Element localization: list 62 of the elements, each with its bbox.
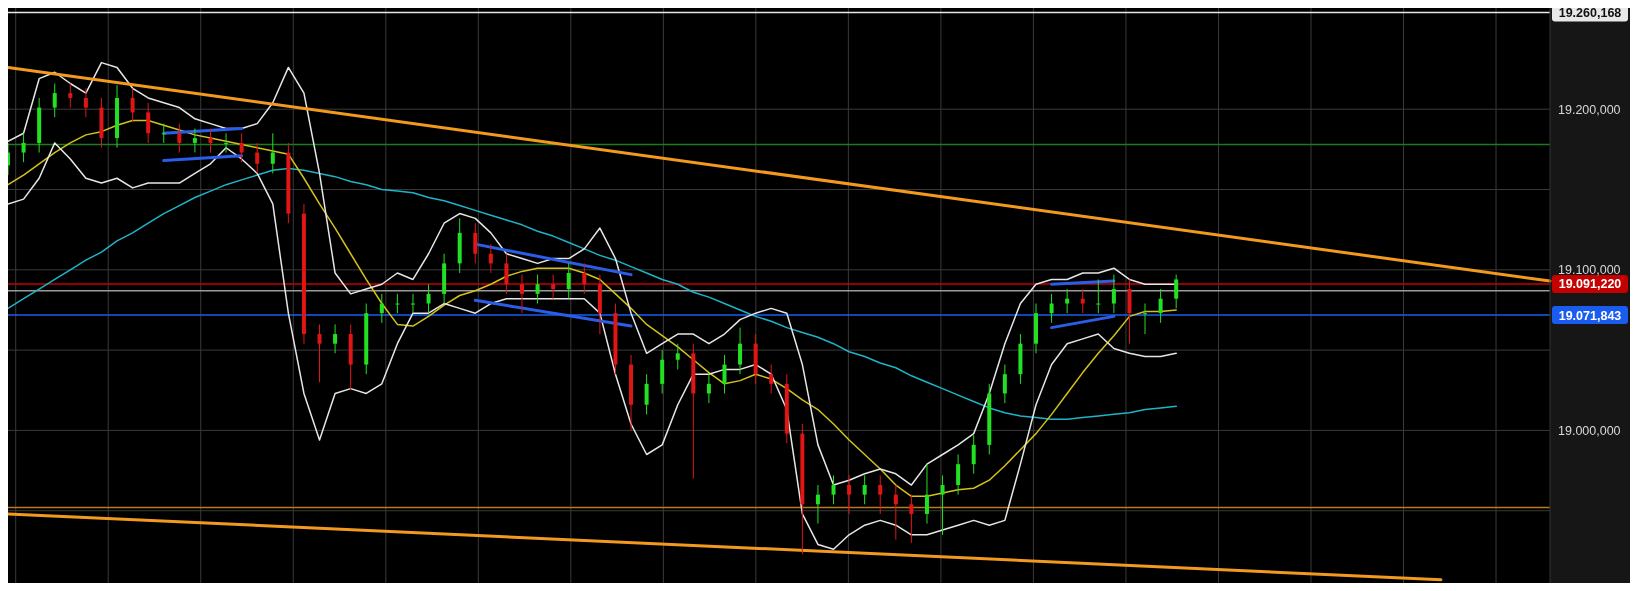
candlestick [395,293,400,314]
candlestick [68,82,73,109]
candlestick [255,142,260,174]
line-series [8,142,1177,551]
candlestick [566,262,571,300]
candlestick [1065,288,1070,314]
candlestick [473,222,478,264]
candlestick [909,494,914,544]
candlestick [1158,288,1163,324]
candlestick [130,87,135,123]
candlestick [831,474,836,505]
candlestick [379,293,384,324]
candlestick [520,274,524,314]
candlestick [83,87,88,118]
candlestick [317,323,322,383]
candlestick [769,364,774,394]
candlestick [504,253,509,295]
y-tick-label: 19.000,000 [1558,423,1621,438]
candlestick [333,323,338,354]
candlestick [551,274,556,300]
candlestick [21,132,26,163]
y-tick-label: 19.200,000 [1558,102,1621,117]
line-series [8,167,1177,420]
candlestick [1143,303,1148,335]
candlestick [270,132,275,174]
candlestick [1096,278,1101,314]
candlestick [878,474,883,515]
candlestick [675,343,680,370]
ref-line-label: 19.071,843 [1558,308,1622,323]
candlestick [52,82,57,118]
candlestick [239,132,244,163]
candlestick [582,262,587,295]
candlestick [488,243,493,274]
candlestick [815,484,820,525]
ref-line-label: 19.091,220 [1558,277,1622,292]
candlestick [644,373,649,415]
candlestick [1049,293,1054,324]
candlestick [738,327,743,375]
candlestick [426,283,431,314]
y-tick-label: 19.100,000 [1558,263,1621,278]
candlestick [208,127,213,154]
candlestick [940,474,945,536]
candlestick [224,132,229,154]
candlestick [706,373,711,404]
candlestick [971,434,976,475]
candlestick [161,123,166,144]
candlestick [847,474,852,515]
candlestick [862,474,867,505]
candlestick [893,484,898,541]
candlestick [177,123,182,154]
candlestick [535,274,540,305]
candlestick [192,127,197,154]
candlestick [924,463,929,525]
candlestick [1080,288,1085,314]
ref-line-label: 19.260,168 [1558,6,1622,21]
candlestick [1002,364,1007,404]
candlestick [410,293,415,314]
candlestick [956,454,961,496]
candlestick [146,102,151,144]
candlestick [722,354,727,394]
candlestick [1111,274,1116,314]
candlestick [1174,274,1179,309]
